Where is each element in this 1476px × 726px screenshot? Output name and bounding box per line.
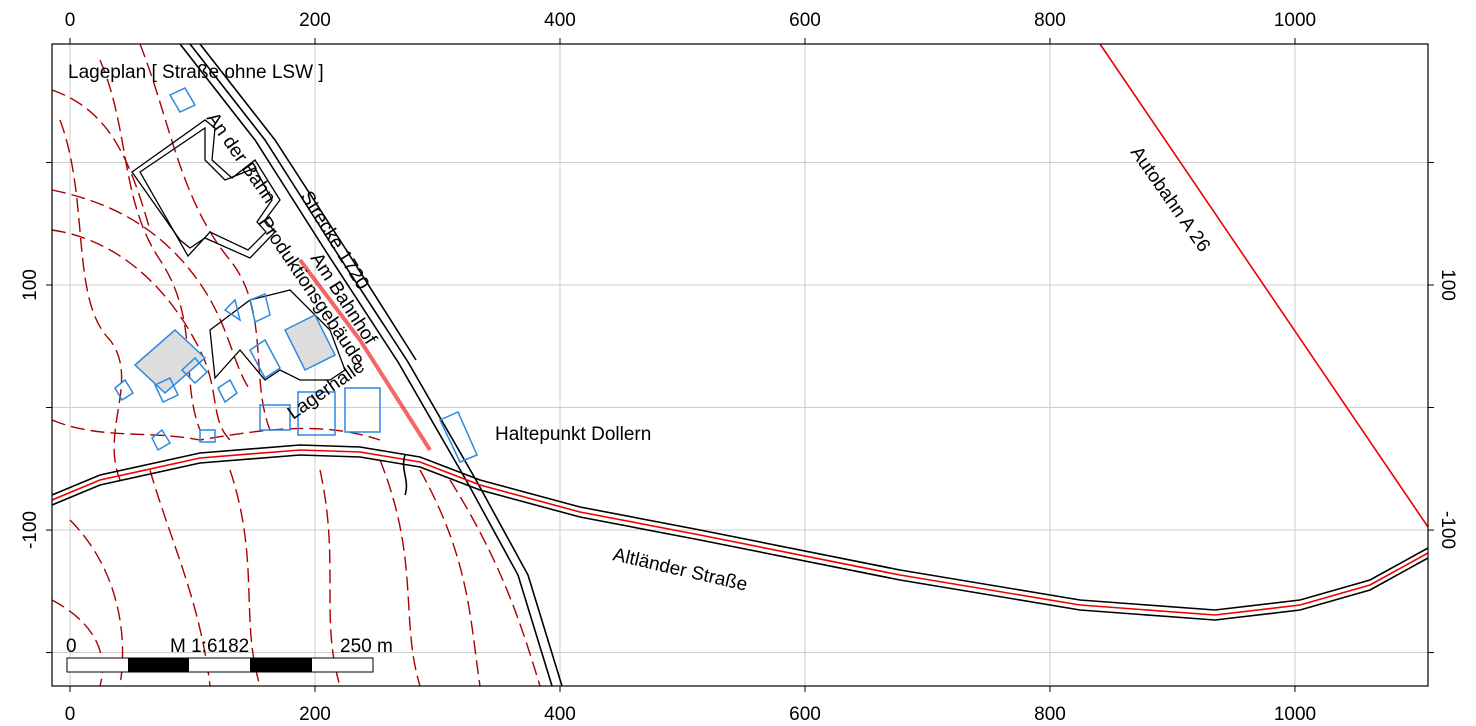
station-label: Haltepunkt Dollern (495, 424, 651, 445)
motorway-label: Autobahn A 26 (1126, 143, 1214, 256)
x-tick-label: 200 (299, 704, 331, 725)
map-title: Lageplan [ Straße ohne LSW ] (68, 62, 324, 83)
scale-bar: 0 M 1:6182 250 m (66, 636, 393, 673)
x-tick-label: 600 (789, 704, 821, 725)
y-tick-label: 100 (1437, 269, 1458, 301)
x-tick-label: 800 (1034, 10, 1066, 31)
x-tick-label: 800 (1034, 704, 1066, 725)
x-tick-label: 600 (789, 10, 821, 31)
y-tick-label: -100 (1437, 511, 1458, 549)
building-label: Lagerhalle (284, 356, 369, 424)
frame (51, 43, 1429, 687)
x-tick-label: 200 (299, 10, 331, 31)
x-tick-label: 400 (544, 10, 576, 31)
contours (51, 43, 541, 687)
x-tick-label: 0 (65, 704, 76, 725)
buildings (114, 87, 478, 463)
railway (179, 43, 563, 687)
grid (52, 44, 1428, 686)
scale-start: 0 (66, 636, 77, 657)
scale-end: 250 m (340, 636, 393, 657)
x-tick-label: 1000 (1274, 704, 1316, 725)
street-label: Altländer Straße (611, 544, 750, 595)
labels: Lageplan [ Straße ohne LSW ] An der Bahn… (68, 62, 1214, 596)
x-tick-label: 0 (65, 10, 76, 31)
y-tick-label: 100 (20, 269, 41, 301)
roads (51, 43, 1429, 621)
y-tick-label: -100 (20, 511, 41, 549)
street-label: An der Bahn (202, 109, 280, 208)
x-tick-label: 1000 (1274, 10, 1316, 31)
x-tick-label: 400 (544, 704, 576, 725)
scale-ratio: M 1:6182 (170, 636, 249, 657)
